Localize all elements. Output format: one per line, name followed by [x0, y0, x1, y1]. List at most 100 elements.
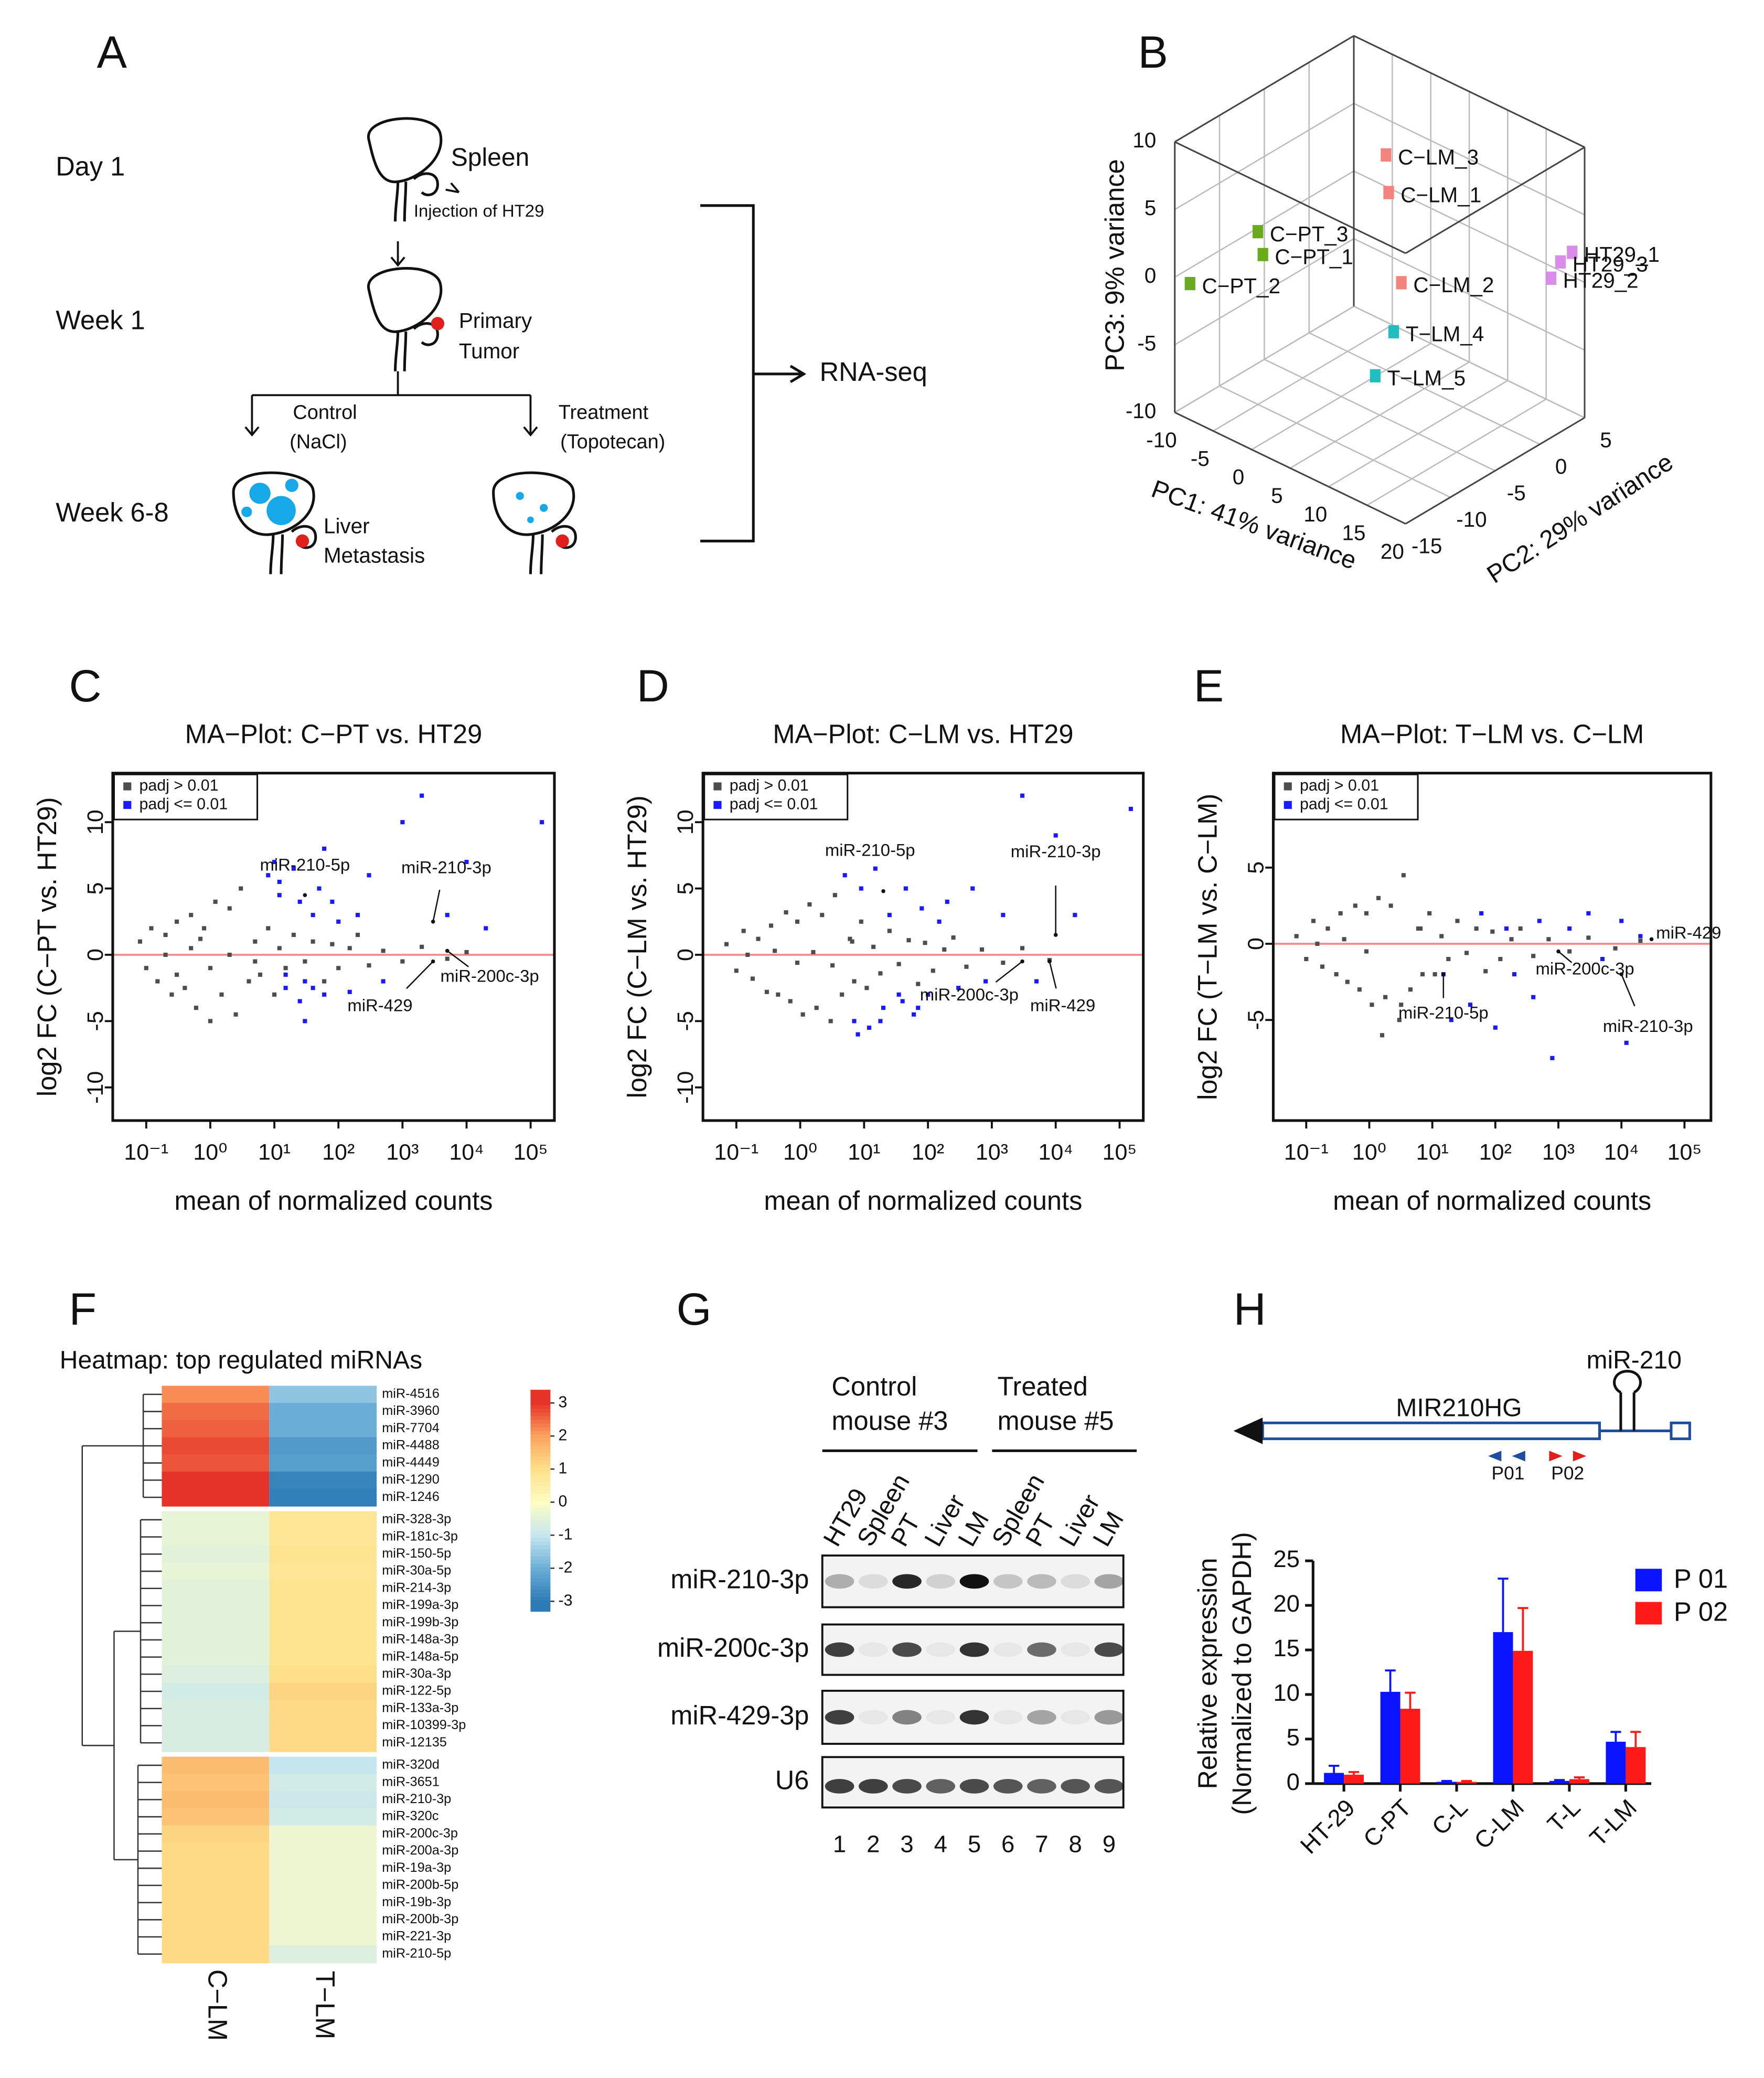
x-tick-label: T-L — [1542, 1794, 1586, 1838]
x-tick-label: 10² — [322, 1139, 355, 1165]
colorbar-label: -1 — [559, 1526, 573, 1543]
error-bar — [1574, 1776, 1585, 1779]
ma-point — [1613, 946, 1618, 951]
ma-point — [867, 1025, 872, 1030]
legend-label: padj > 0.01 — [730, 777, 809, 794]
heatmap-cell — [269, 1631, 377, 1649]
ma-point — [1353, 903, 1357, 908]
annotation-point — [1020, 959, 1024, 964]
x-tick-label: 10⁰ — [193, 1139, 227, 1165]
ma-point — [1399, 1003, 1404, 1007]
x-tick-label: 0 — [1233, 465, 1245, 489]
y-tick-label: -10 — [83, 1071, 108, 1104]
ma-point — [820, 913, 825, 918]
direction-arrow — [1233, 1418, 1263, 1444]
ma-point — [189, 946, 194, 951]
colorbar-step — [530, 1596, 551, 1601]
row-label: miR-10399-3p — [382, 1718, 466, 1732]
ma-point — [1586, 935, 1591, 940]
x-tick-label: 10⁰ — [1352, 1139, 1386, 1165]
pca-point — [1381, 148, 1392, 162]
lane-number: 4 — [934, 1831, 947, 1858]
annotation-point — [445, 949, 450, 953]
colorbar-step — [530, 1589, 551, 1594]
ma-point — [1311, 919, 1316, 923]
colorbar-step — [530, 1544, 551, 1549]
point-label: C−LM_2 — [1413, 273, 1494, 297]
ma-point — [1504, 926, 1509, 931]
x-tick-label: C-L — [1427, 1794, 1473, 1840]
ma-point — [445, 913, 450, 918]
error-bar — [1461, 1779, 1472, 1782]
heatmap-cell — [162, 1597, 270, 1615]
legend-swatch — [713, 782, 722, 791]
ma-point — [1567, 926, 1572, 931]
heatmap-cell — [162, 1756, 270, 1775]
heatmap-cell — [162, 1877, 270, 1895]
bar — [1380, 1691, 1400, 1784]
ma-point — [144, 966, 148, 971]
ma-point — [1600, 957, 1605, 962]
blot-band — [825, 1574, 854, 1589]
blot-band — [1061, 1642, 1090, 1657]
ma-point — [1432, 972, 1437, 977]
annotation-line — [406, 961, 434, 989]
ma-point — [852, 1019, 857, 1024]
label: Liver — [324, 514, 370, 538]
spleen-tumor-icon — [368, 268, 441, 371]
label: Metastasis — [324, 543, 425, 567]
ma-point — [970, 886, 975, 891]
x-tick-label: 10 — [1303, 502, 1327, 526]
plot-frame — [701, 772, 1145, 1122]
row-label: miR-214-3p — [382, 1580, 451, 1595]
row-label: miR-19b-3p — [382, 1894, 451, 1909]
injection-arrow — [445, 182, 460, 194]
x-tick-label: 10¹ — [1416, 1139, 1449, 1165]
blot-band — [825, 1778, 854, 1794]
ma-point — [381, 949, 386, 953]
ma-point — [788, 999, 793, 1004]
colorbar-step — [530, 1559, 551, 1564]
ma-point — [219, 992, 224, 997]
heatmap-cell — [162, 1511, 270, 1529]
ma-point — [724, 942, 729, 946]
ma-point — [311, 939, 315, 944]
row-label: miR-133a-3p — [382, 1700, 458, 1715]
colorbar-step — [530, 1474, 551, 1479]
label: RNA-seq — [820, 357, 927, 387]
error-bar — [1498, 1578, 1509, 1633]
legend-swatch — [1284, 801, 1292, 809]
bar — [1493, 1632, 1513, 1784]
metastasis-dot — [249, 483, 271, 504]
annotation-point — [881, 889, 885, 893]
x-tick-label: 5 — [1271, 484, 1283, 508]
ma-point — [484, 926, 488, 931]
annotation: miR-429 — [347, 995, 412, 1015]
chart-title: MA−Plot: C−PT vs. HT29 — [185, 719, 483, 749]
y-tick-label: 10 — [83, 809, 108, 835]
y-tick-label: 10 — [1273, 1679, 1300, 1706]
row-label: miR-328-3p — [382, 1512, 451, 1527]
point-label: C−PT_3 — [1270, 222, 1348, 246]
ma-point — [400, 820, 405, 825]
y-tick-label: 5 — [83, 882, 108, 895]
label: Injection of HT29 — [414, 201, 544, 220]
blot-band — [993, 1710, 1023, 1725]
ma-point — [1638, 934, 1643, 939]
ma-point — [800, 1012, 805, 1017]
blot-band — [1061, 1778, 1090, 1794]
ma-point — [878, 971, 883, 976]
panel-label: A — [97, 27, 127, 78]
ma-point — [317, 886, 322, 891]
blot-band — [1094, 1710, 1124, 1725]
heatmap-cell — [269, 1877, 377, 1895]
point-label: C−LM_1 — [1400, 183, 1481, 207]
grid-line — [1309, 332, 1541, 445]
heatmap-cell — [162, 1825, 270, 1843]
error-bar — [1517, 1607, 1528, 1651]
ma-point — [1567, 949, 1572, 954]
legend-box — [113, 773, 259, 820]
label: P01 — [1492, 1463, 1525, 1484]
lane-number: 7 — [1035, 1831, 1048, 1858]
ma-point — [1320, 964, 1324, 969]
